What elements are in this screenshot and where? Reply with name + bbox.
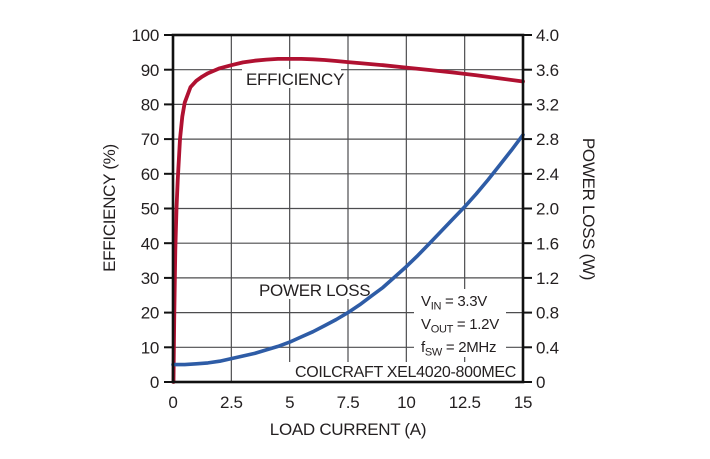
- x-tick-label: 0: [168, 393, 177, 412]
- efficiency-curve: [171, 57, 525, 384]
- conditions-annotation: VIN = 3.3V VOUT = 1.2V fSW = 2MHz: [421, 293, 499, 359]
- left-tick-label: 60: [141, 165, 159, 184]
- left-tick-label: 90: [141, 61, 159, 80]
- efficiency-curve-label: EFFICIENCY: [246, 70, 344, 89]
- tick-labels: 010203040506070809010000.40.81.21.62.02.…: [132, 26, 560, 412]
- fsw-condition: fSW = 2MHz: [421, 339, 496, 359]
- x-tick-label: 7.5: [337, 393, 360, 412]
- left-tick-label: 30: [141, 269, 159, 288]
- power-loss-label-backing: [256, 280, 364, 299]
- x-tick-label: 15: [514, 393, 532, 412]
- left-tick-label: 0: [150, 373, 159, 392]
- left-tick-label: 10: [141, 338, 159, 357]
- x-tick-label: 12.5: [449, 393, 481, 412]
- left-tick-label: 40: [141, 234, 159, 253]
- left-tick-label: 80: [141, 96, 159, 115]
- right-tick-label: 2.4: [536, 165, 559, 184]
- axis-ticks: [164, 34, 532, 383]
- right-tick-label: 0: [536, 373, 545, 392]
- right-tick-label: 1.2: [536, 269, 559, 288]
- vin-condition: VIN = 3.3V: [421, 293, 487, 313]
- right-tick-label: 2.8: [536, 130, 559, 149]
- x-axis-label: LOAD CURRENT (A): [270, 420, 426, 439]
- inductor-footer-note: COILCRAFT XEL4020-800MEC: [295, 364, 516, 381]
- power-loss-curve: [171, 133, 525, 367]
- right-tick-label: 3.6: [536, 61, 559, 80]
- left-tick-label: 70: [141, 130, 159, 149]
- x-tick-label: 2.5: [220, 393, 243, 412]
- label-backing-boxes: [242, 69, 520, 381]
- right-tick-label: 1.6: [536, 234, 559, 253]
- left-y-axis-label: EFFICIENCY (%): [100, 144, 119, 272]
- right-tick-label: 2.0: [536, 200, 559, 219]
- efficiency-label-backing: [242, 69, 341, 88]
- footer-backing: [286, 362, 520, 381]
- left-tick-label: 20: [141, 304, 159, 323]
- right-tick-label: 3.2: [536, 96, 559, 115]
- right-tick-label: 4.0: [536, 26, 559, 45]
- right-tick-label: 0.8: [536, 304, 559, 323]
- left-tick-label: 50: [141, 200, 159, 219]
- x-tick-label: 5: [285, 393, 294, 412]
- x-tick-label: 10: [397, 393, 415, 412]
- power-loss-curve-label: POWER LOSS: [259, 281, 370, 300]
- conditions-backing: [414, 289, 506, 357]
- vout-condition: VOUT = 1.2V: [421, 316, 499, 336]
- right-tick-label: 0.4: [536, 338, 559, 357]
- left-tick-label: 100: [132, 26, 159, 45]
- right-y-axis-label: POWER LOSS (W): [579, 138, 598, 280]
